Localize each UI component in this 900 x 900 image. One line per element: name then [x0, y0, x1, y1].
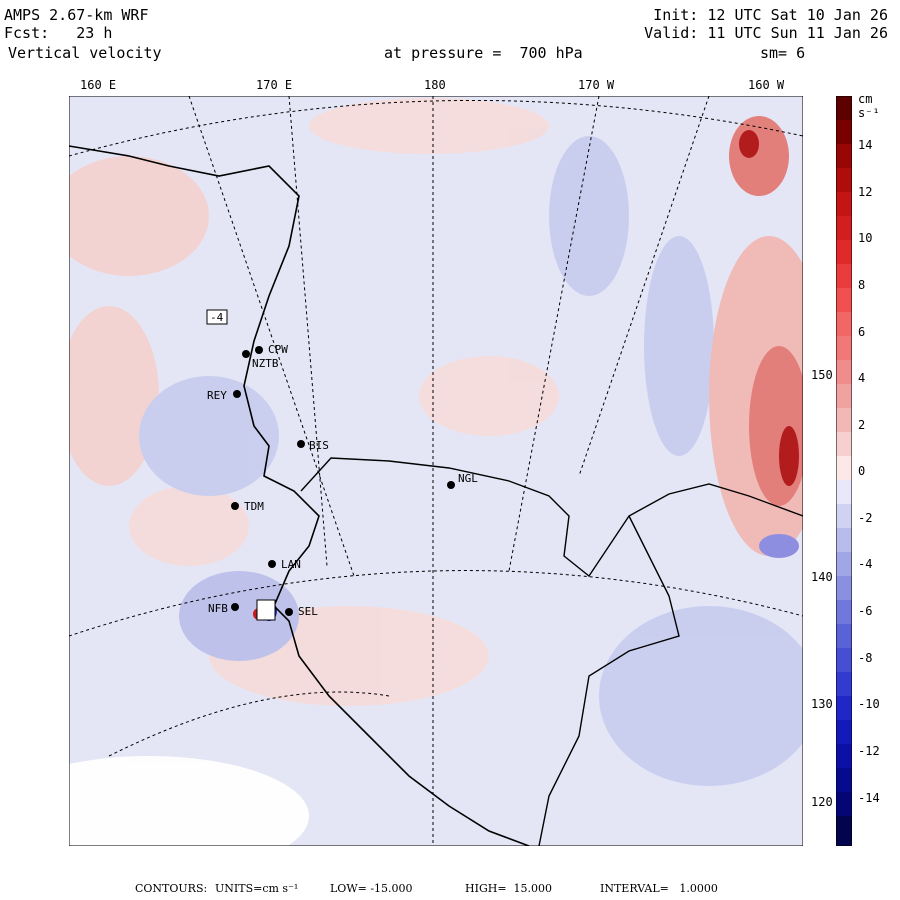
footer-high: HIGH= 15.000: [465, 882, 553, 895]
station-label-tdm: TDM: [244, 500, 264, 513]
field-name: Vertical velocity: [8, 44, 162, 62]
lon-label-180: 180: [424, 78, 446, 92]
ice-shelf-edge: [300, 457, 803, 578]
colorbar-label-neg8: -8: [858, 651, 873, 665]
station-dot-cpw: [255, 346, 263, 354]
footer-contours: CONTOURS:: [135, 882, 208, 895]
colorbar-label-2: 2: [858, 418, 866, 432]
station-dot-sel: [285, 608, 293, 616]
station-dot-nfb: [231, 603, 239, 611]
lon-label-160w: 160 W: [748, 78, 785, 92]
colorbar-label-neg12: -12: [858, 744, 880, 758]
colorbar-label-neg4: -4: [858, 557, 873, 571]
colorbar-label-neg2: -2: [858, 511, 873, 525]
lon-label-170w: 170 W: [578, 78, 615, 92]
colorbar-label-8: 8: [858, 278, 866, 292]
colorbar-label-neg14: -14: [858, 791, 880, 805]
colorbar-label-neg6: -6: [858, 604, 873, 618]
footer-units: UNITS=cm s⁻¹: [215, 882, 299, 895]
minimum-box-1: [206, 309, 228, 325]
colorbar-label-neg10: -10: [858, 697, 880, 711]
forecast-hour: Fcst: 23 h: [4, 24, 113, 42]
colorbar-units: cm s⁻¹: [858, 92, 880, 120]
footer-interval: INTERVAL= 1.0000: [600, 882, 718, 895]
colorbar-label-12: 12: [858, 185, 873, 199]
station-dot-ngl: [447, 481, 455, 489]
station-dot-bis: [297, 440, 305, 448]
colorbar-label-0: 0: [858, 464, 866, 478]
coastline: [69, 145, 530, 846]
station-dot-rey: [233, 390, 241, 398]
colorbar-label-6: 6: [858, 325, 866, 339]
station-label-sel: SEL: [298, 605, 318, 618]
station-dot-lan: [268, 560, 276, 568]
init-time: Init: 12 UTC Sat 10 Jan 26: [653, 6, 888, 24]
minimum-box-2: [256, 599, 276, 621]
station-label-cpw: CPW: [268, 343, 288, 356]
smoothing: sm= 6: [760, 44, 806, 62]
station-label-lan: LAN: [281, 558, 301, 571]
station-dot-tdm: [231, 502, 239, 510]
minimum-box-1-text: -4: [210, 311, 224, 324]
colorbar-label-14: 14: [858, 138, 873, 152]
station-label-nfb: NFB: [208, 602, 228, 615]
lon-label-160e: 160 E: [80, 78, 117, 92]
colorbar-label-4: 4: [858, 371, 866, 385]
model-title: AMPS 2.67-km WRF: [4, 6, 149, 24]
footer-low: LOW= -15.000: [330, 882, 413, 895]
map-panel: -4: [69, 96, 803, 846]
colorbar-label-10: 10: [858, 231, 873, 245]
station-label-bis: BIS: [309, 439, 329, 452]
valid-time: Valid: 11 UTC Sun 11 Jan 26: [644, 24, 888, 42]
coastline-east: [538, 515, 680, 846]
colorbar: [836, 96, 852, 846]
vertical-velocity-fields: [69, 98, 803, 846]
station-label-ngl: NGL: [458, 472, 478, 485]
station-label-rey: REY: [207, 389, 227, 402]
pressure-level: at pressure = 700 hPa: [384, 44, 583, 62]
station-label-nztb: NZTB: [252, 357, 279, 370]
station-dot-nztb: [242, 350, 250, 358]
station-markers: [231, 346, 455, 616]
lon-label-170e: 170 E: [256, 78, 293, 92]
